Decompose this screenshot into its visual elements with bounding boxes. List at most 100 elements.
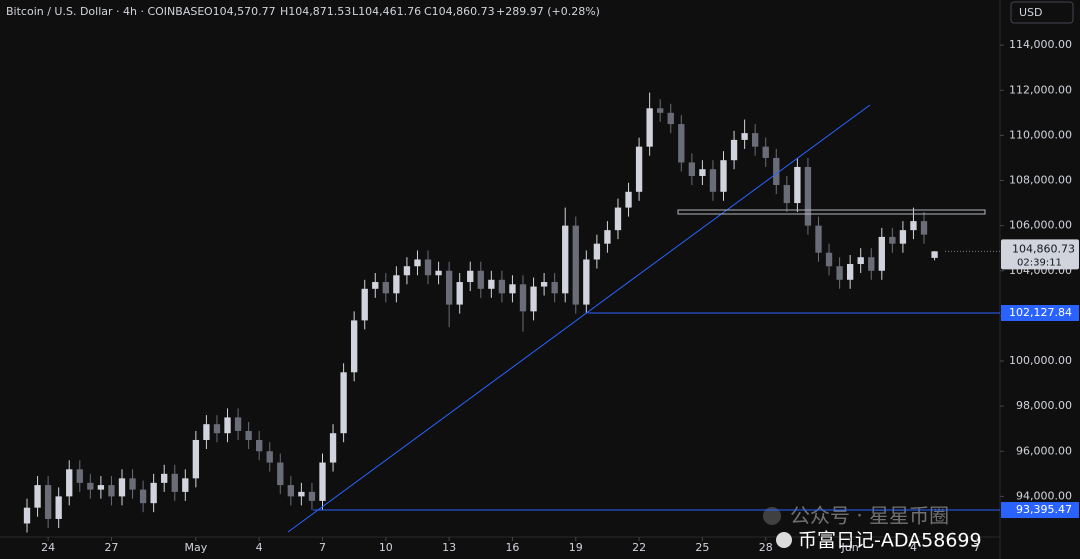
candle-body [298, 491, 305, 497]
candle-body [794, 166, 801, 204]
candle-body [414, 259, 421, 267]
candle-body [562, 225, 569, 294]
candle-body [350, 320, 358, 373]
watermark: 币富日记-ADA58699 [798, 530, 982, 552]
candle-body [403, 266, 411, 276]
level-tag [1001, 502, 1079, 519]
candle-body [319, 462, 326, 501]
candle-body [836, 266, 843, 280]
candle-body [614, 207, 622, 231]
candle-body [340, 372, 347, 434]
candle-body [308, 491, 316, 501]
candle-body [87, 482, 94, 490]
level-label: 102,127.84 [1009, 306, 1072, 319]
candle-body [509, 284, 516, 294]
candle-body [266, 451, 273, 463]
x-tick-label: 13 [442, 541, 456, 554]
candle-body [55, 496, 62, 519]
candle-body [593, 243, 601, 260]
candle-body [709, 169, 717, 192]
candle-body [44, 485, 52, 519]
candle-body [625, 191, 632, 208]
candle-body [34, 485, 41, 508]
level-label: 93,395.47 [1016, 503, 1072, 516]
candle-body [456, 282, 463, 305]
candle-body [572, 225, 579, 305]
candle-body [329, 433, 337, 463]
candle-body [277, 462, 284, 486]
candle-body [477, 270, 484, 289]
trend-line [287, 104, 871, 533]
candle-body [825, 252, 833, 267]
currency[interactable]: USD [1019, 6, 1043, 19]
x-tick-label: 7 [319, 541, 326, 554]
candle-body [372, 282, 379, 289]
y-tick-label: 106,000.00 [1009, 219, 1072, 232]
candle-body [699, 169, 706, 176]
x-tick-label: May [184, 541, 207, 554]
y-tick-label: 110,000.00 [1009, 128, 1072, 141]
candle-body [445, 270, 453, 305]
candle-body [920, 221, 928, 235]
candle-body [688, 162, 696, 176]
x-tick-label: 16 [505, 541, 519, 554]
candle-body [678, 124, 685, 163]
candle-body [488, 279, 495, 289]
candle-body [498, 279, 506, 294]
change-label: +289.97 (+0.28%) [496, 5, 600, 18]
candle-body [878, 236, 885, 271]
x-tick-label: 4 [910, 541, 917, 554]
candle-body [171, 473, 178, 492]
candle-body [361, 288, 368, 321]
candle-body [424, 259, 432, 276]
high-label: H104,871.53 [280, 5, 351, 18]
symbol: Bitcoin / U.S. Dollar · 4h · COINBASE [6, 5, 204, 18]
candle-body [234, 417, 242, 431]
y-tick-label: 112,000.00 [1009, 83, 1072, 96]
candle-body [583, 259, 590, 305]
candle-body [435, 270, 442, 276]
candle-body [467, 270, 474, 283]
candle-body [899, 230, 907, 244]
open-label: O104,570.77 [204, 5, 276, 18]
candle-body [551, 282, 558, 294]
candle-body [519, 284, 527, 312]
x-tick-label: 4 [256, 541, 263, 554]
x-tick-label: 28 [759, 541, 773, 554]
candle-body [23, 507, 31, 524]
candle-body [97, 485, 105, 490]
candle-body [646, 108, 653, 147]
candle-body [868, 257, 875, 271]
y-tick-label: 108,000.00 [1009, 174, 1072, 187]
candle-body [182, 478, 189, 492]
x-tick-label: 27 [104, 541, 118, 554]
candle-body [192, 439, 200, 479]
x-tick-label: 10 [379, 541, 393, 554]
candle-body [118, 478, 126, 497]
last-price-tag [1001, 239, 1079, 270]
last-price-label: 104,860.73 [1012, 242, 1075, 255]
x-tick-label: 7 [973, 541, 980, 554]
candle-body [203, 424, 210, 440]
y-tick-label: 94,000.00 [1016, 489, 1072, 502]
level-tag [1001, 304, 1079, 321]
watermark-icon [776, 532, 792, 548]
candle-body [129, 478, 136, 490]
candle-body [287, 485, 295, 497]
candle-body [931, 251, 938, 258]
currency-button[interactable] [1010, 1, 1074, 24]
x-tick-label: Jun [841, 541, 859, 554]
candle-body [139, 489, 147, 504]
candle-body [752, 133, 759, 147]
y-tick-label: 114,000.00 [1009, 38, 1072, 51]
candle-body [783, 185, 790, 204]
low-label: L104,461.76 [352, 5, 421, 18]
close-label: C104,860.73 [424, 5, 495, 18]
candle-body [540, 282, 548, 287]
candle-body [66, 469, 73, 497]
candle-body [889, 236, 896, 244]
resistance-box [677, 209, 986, 215]
candle-body [635, 146, 643, 192]
candle-body [804, 166, 812, 226]
